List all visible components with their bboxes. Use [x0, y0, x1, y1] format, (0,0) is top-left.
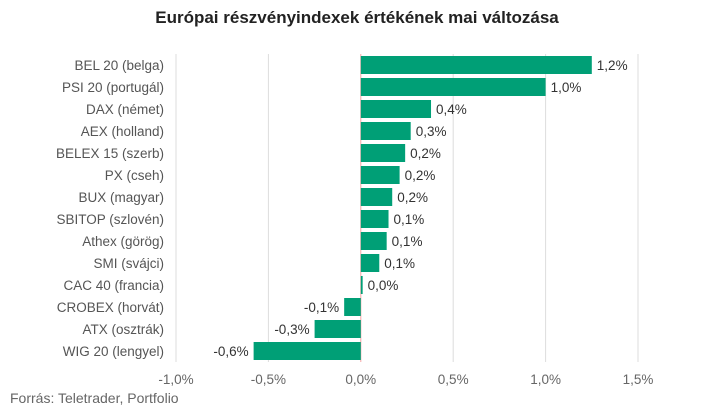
- data-label: 0,1%: [392, 234, 423, 249]
- category-label: CROBEX (horvát): [57, 300, 164, 315]
- x-tick-label: -1,0%: [158, 372, 193, 387]
- bar: [360, 254, 380, 272]
- bar: [360, 276, 363, 294]
- bar: [360, 188, 393, 206]
- category-label: BUX (magyar): [78, 190, 164, 205]
- data-label: 0,2%: [410, 146, 441, 161]
- category-label: DAX (német): [86, 102, 164, 117]
- category-label: SBITOP (szlovén): [56, 212, 164, 227]
- category-label: AEX (holland): [81, 124, 164, 139]
- data-label: 0,1%: [384, 256, 415, 271]
- bar: [360, 56, 592, 74]
- bar: [360, 144, 406, 162]
- data-label: -0,6%: [213, 344, 248, 359]
- category-label: BELEX 15 (szerb): [56, 146, 164, 161]
- bar: [253, 342, 361, 360]
- source-note: Forrás: Teletrader, Portfolio: [10, 390, 179, 406]
- category-label: PX (cseh): [105, 168, 164, 183]
- x-tick-label: 1,0%: [530, 372, 561, 387]
- labels: -1,0% -0,5% 0,0% 0,5% 1,0% 1,5% BEL 20 (belga)…: [56, 58, 653, 387]
- data-label: 0,4%: [436, 102, 467, 117]
- x-tick-label: 0,0%: [345, 372, 376, 387]
- category-label: SMI (svájci): [94, 256, 165, 271]
- category-label: Athex (görög): [82, 234, 164, 249]
- bar: [344, 298, 361, 316]
- bar: [360, 232, 387, 250]
- data-label: -0,1%: [304, 300, 339, 315]
- category-label: PSI 20 (portugál): [62, 80, 164, 95]
- x-tick-label: -0,5%: [251, 372, 286, 387]
- data-label: 1,2%: [597, 58, 628, 73]
- bars: [253, 56, 592, 360]
- data-label: -0,3%: [274, 322, 309, 337]
- bar: [314, 320, 361, 338]
- bar: [360, 122, 411, 140]
- bar: [360, 100, 432, 118]
- bar: [360, 210, 389, 228]
- x-tick-label: 0,5%: [438, 372, 469, 387]
- category-label: ATX (osztrák): [82, 322, 164, 337]
- bar: [360, 78, 546, 96]
- category-label: BEL 20 (belga): [74, 58, 164, 73]
- data-label: 1,0%: [551, 80, 582, 95]
- x-tick-label: 1,5%: [623, 372, 654, 387]
- category-label: WIG 20 (lengyel): [63, 344, 164, 359]
- data-label: 0,2%: [405, 168, 436, 183]
- data-label: 0,0%: [368, 278, 399, 293]
- bar: [360, 166, 400, 184]
- data-label: 0,2%: [397, 190, 428, 205]
- data-label: 0,3%: [416, 124, 447, 139]
- data-label: 0,1%: [394, 212, 425, 227]
- category-label: CAC 40 (francia): [63, 278, 164, 293]
- chart-title: Európai részvényindexek értékének mai vá…: [155, 8, 559, 27]
